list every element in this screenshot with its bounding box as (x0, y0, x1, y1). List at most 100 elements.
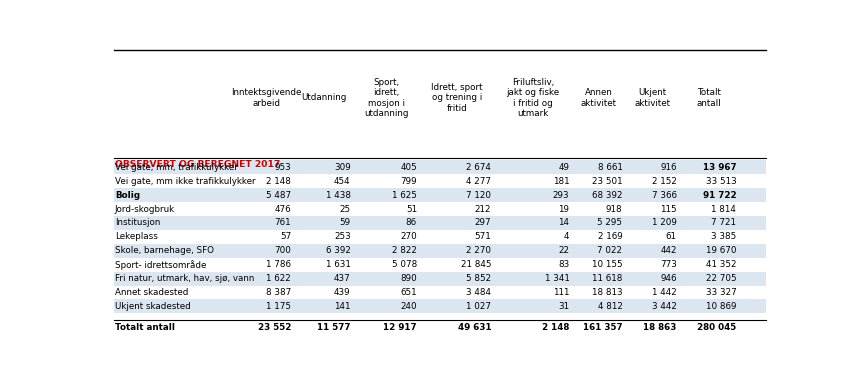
Text: 293: 293 (553, 191, 569, 199)
Text: 83: 83 (558, 260, 569, 269)
Text: 10 155: 10 155 (592, 260, 622, 269)
Bar (114, 174, 766, 188)
Text: 61: 61 (666, 232, 676, 241)
Text: 23 501: 23 501 (592, 177, 622, 186)
Text: 1 027: 1 027 (466, 302, 491, 311)
Text: 918: 918 (606, 205, 622, 213)
Text: 1 786: 1 786 (266, 260, 291, 269)
Text: Lekeplass: Lekeplass (115, 232, 157, 241)
Bar (114, 258, 766, 272)
Text: 651: 651 (400, 288, 417, 297)
Text: 111: 111 (553, 288, 569, 297)
Text: 19 670: 19 670 (706, 246, 736, 255)
Text: 5 295: 5 295 (598, 219, 622, 227)
Text: 33 513: 33 513 (705, 177, 736, 186)
Text: 799: 799 (400, 177, 417, 186)
Text: Inntektsgivende
arbeid: Inntektsgivende arbeid (232, 88, 302, 108)
Text: 10 869: 10 869 (706, 302, 736, 311)
Text: 270: 270 (400, 232, 417, 241)
Text: 141: 141 (334, 302, 351, 311)
Text: 91 722: 91 722 (703, 191, 736, 199)
Text: 916: 916 (660, 163, 676, 172)
Text: 181: 181 (553, 177, 569, 186)
Text: 3 385: 3 385 (711, 232, 736, 241)
Text: Vei gate, mm ikke trafikkulykker: Vei gate, mm ikke trafikkulykker (115, 177, 256, 186)
Text: 773: 773 (660, 260, 676, 269)
Text: 1 631: 1 631 (326, 260, 351, 269)
Text: 1 175: 1 175 (266, 302, 291, 311)
Text: 1 814: 1 814 (711, 205, 736, 213)
Text: 6 392: 6 392 (326, 246, 351, 255)
Text: 2 148: 2 148 (542, 323, 569, 332)
Text: Totalt antall: Totalt antall (115, 323, 174, 332)
Text: 25: 25 (339, 205, 351, 213)
Text: 68 392: 68 392 (592, 191, 622, 199)
Text: 437: 437 (334, 274, 351, 283)
Bar (114, 160, 766, 174)
Text: 953: 953 (274, 163, 291, 172)
Text: 14: 14 (558, 219, 569, 227)
Bar (114, 272, 766, 286)
Text: 1 438: 1 438 (326, 191, 351, 199)
Text: 4: 4 (564, 232, 569, 241)
Text: 1 209: 1 209 (652, 219, 676, 227)
Text: 1 622: 1 622 (267, 274, 291, 283)
Text: 7 366: 7 366 (652, 191, 676, 199)
Text: 49 631: 49 631 (457, 323, 491, 332)
Text: 57: 57 (280, 232, 291, 241)
Text: Annet skadested: Annet skadested (115, 288, 188, 297)
Text: 212: 212 (475, 205, 491, 213)
Text: 18 813: 18 813 (592, 288, 622, 297)
Text: Skole, barnehage, SFO: Skole, barnehage, SFO (115, 246, 214, 255)
Bar (114, 202, 766, 216)
Text: Ukjent skadested: Ukjent skadested (115, 302, 191, 311)
Text: 51: 51 (406, 205, 417, 213)
Text: 31: 31 (558, 302, 569, 311)
Text: 1 442: 1 442 (652, 288, 676, 297)
Text: 442: 442 (660, 246, 676, 255)
Text: 309: 309 (334, 163, 351, 172)
Text: 4 277: 4 277 (466, 177, 491, 186)
Text: Annen
aktivitet: Annen aktivitet (581, 88, 616, 108)
Text: 571: 571 (475, 232, 491, 241)
Text: 33 327: 33 327 (705, 288, 736, 297)
Text: 240: 240 (400, 302, 417, 311)
Text: 19: 19 (558, 205, 569, 213)
Bar (114, 230, 766, 244)
Text: 49: 49 (558, 163, 569, 172)
Text: Ukjent
aktivitet: Ukjent aktivitet (634, 88, 670, 108)
Text: 11 618: 11 618 (592, 274, 622, 283)
Text: 454: 454 (334, 177, 351, 186)
Text: 2 169: 2 169 (598, 232, 622, 241)
Text: 13 967: 13 967 (703, 163, 736, 172)
Text: 439: 439 (334, 288, 351, 297)
Text: 946: 946 (660, 274, 676, 283)
Text: 86: 86 (406, 219, 417, 227)
Text: 4 812: 4 812 (598, 302, 622, 311)
Text: Totalt
antall: Totalt antall (697, 88, 722, 108)
Text: 23 552: 23 552 (257, 323, 291, 332)
Text: 59: 59 (339, 219, 351, 227)
Text: Jord-skogbruk: Jord-skogbruk (115, 205, 175, 213)
Text: 700: 700 (274, 246, 291, 255)
Text: 253: 253 (334, 232, 351, 241)
Text: Sport- idrettsområde: Sport- idrettsområde (115, 260, 206, 270)
Text: 2 270: 2 270 (466, 246, 491, 255)
Text: 890: 890 (400, 274, 417, 283)
Text: 8 661: 8 661 (598, 163, 622, 172)
Text: 405: 405 (400, 163, 417, 172)
Text: 161 357: 161 357 (583, 323, 622, 332)
Text: 22 705: 22 705 (705, 274, 736, 283)
Text: 1 341: 1 341 (545, 274, 569, 283)
Text: 5 078: 5 078 (392, 260, 417, 269)
Text: 3 442: 3 442 (652, 302, 676, 311)
Text: Vei gate, mm, trafikkulykker: Vei gate, mm, trafikkulykker (115, 163, 238, 172)
Text: OBSERVERT OG BEREGNET 2017: OBSERVERT OG BEREGNET 2017 (115, 160, 280, 169)
Text: 280 045: 280 045 (697, 323, 736, 332)
Bar (114, 216, 766, 230)
Text: 41 352: 41 352 (706, 260, 736, 269)
Text: 476: 476 (274, 205, 291, 213)
Text: Institusjon: Institusjon (115, 219, 160, 227)
Bar (114, 244, 766, 258)
Text: 1 625: 1 625 (392, 191, 417, 199)
